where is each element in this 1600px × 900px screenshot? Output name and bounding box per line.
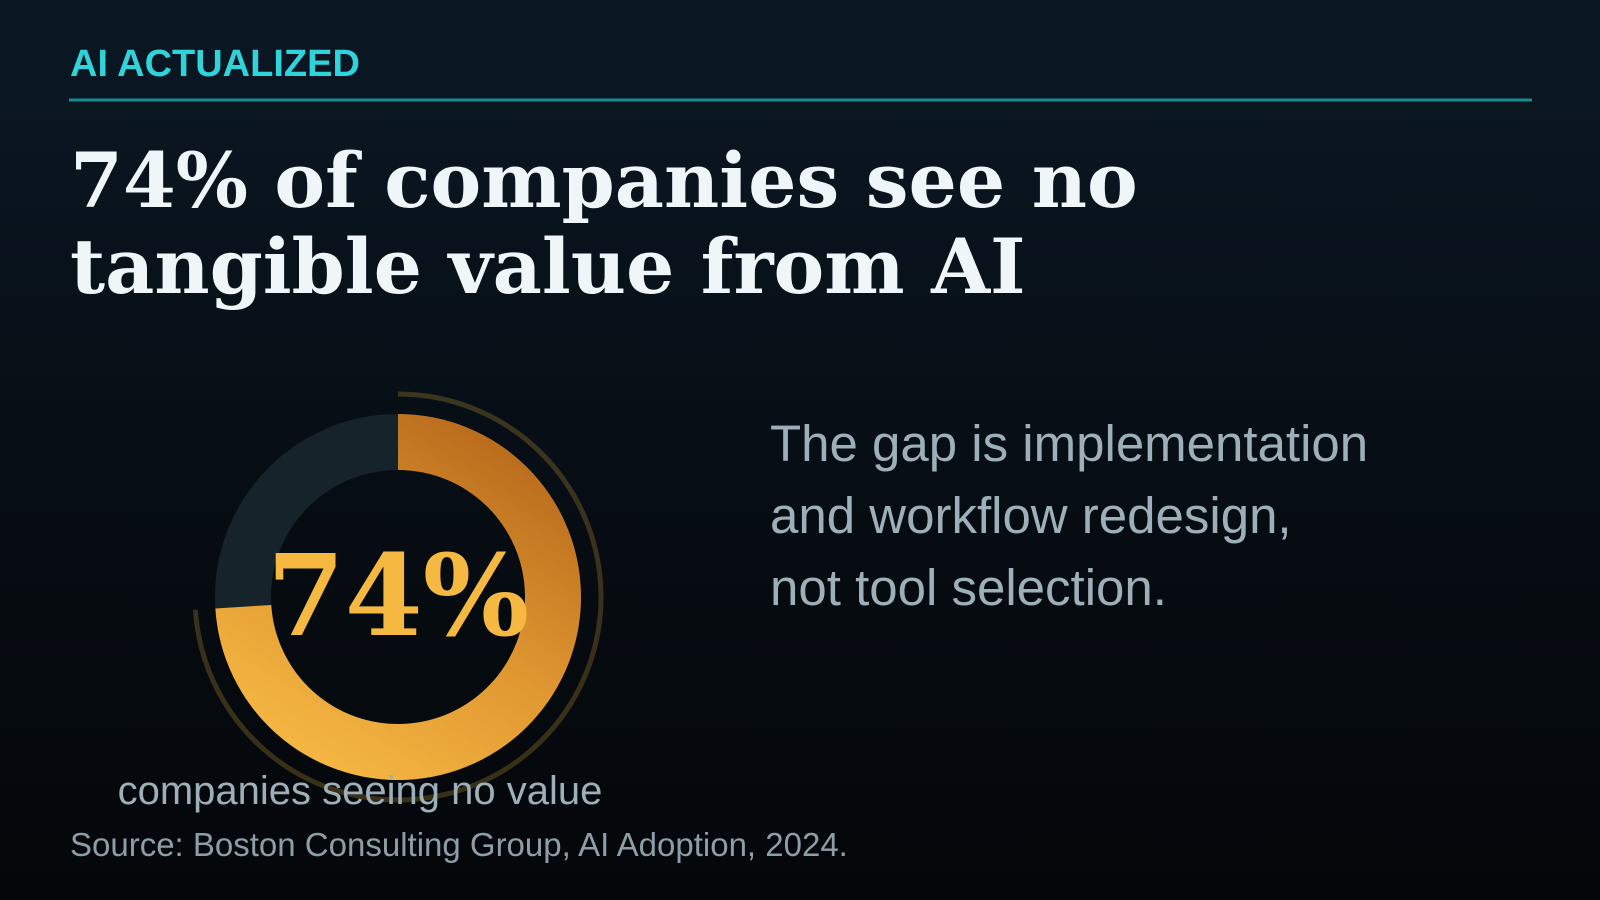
- headline-line: 74% of companies see no: [70, 136, 1138, 225]
- gauge-fill: [215, 414, 581, 780]
- headline-line: tangible value from AI: [70, 222, 1026, 311]
- gauge-value-label: 74%: [267, 531, 529, 662]
- kicker: AI ACTUALIZED: [70, 43, 360, 85]
- body-line: The gap is implementation: [770, 415, 1368, 472]
- source: Source: Boston Consulting Group, AI Adop…: [70, 826, 848, 863]
- gauge-halo: [192, 391, 604, 803]
- gauge-label: companies seeing no value: [118, 769, 603, 813]
- body-line: and workflow redesign,: [770, 487, 1292, 544]
- gauge: 74%: [192, 391, 604, 803]
- body-line: not tool selection.: [770, 559, 1167, 616]
